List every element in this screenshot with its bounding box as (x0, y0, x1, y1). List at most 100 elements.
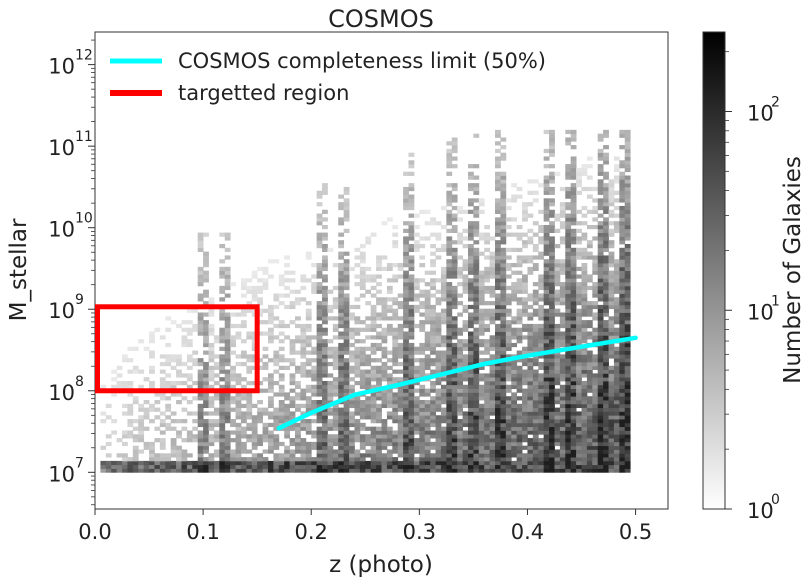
targetted-region-rect (95, 304, 260, 394)
heatmap-cell (149, 464, 155, 469)
heatmap-cell (165, 396, 172, 401)
heatmap-cell (500, 460, 507, 466)
heatmap-cell (478, 457, 485, 462)
heatmap-cell (370, 278, 377, 283)
heatmap-cell (251, 285, 258, 291)
heatmap-cell (603, 221, 609, 226)
heatmap-cell (489, 365, 496, 370)
heatmap-cell (251, 403, 258, 409)
heatmap-cell (500, 453, 507, 458)
heatmap-cell (251, 464, 258, 469)
heatmap-cell (451, 460, 458, 466)
heatmap-cell (565, 129, 572, 135)
heatmap-cell (570, 430, 577, 435)
heatmap-cell (224, 255, 231, 260)
heatmap-cell (386, 449, 393, 454)
heatmap-cell (322, 457, 328, 462)
heatmap-cell (289, 339, 296, 344)
heatmap-cell (143, 415, 150, 420)
heatmap-cell (576, 312, 582, 317)
heatmap-cell (527, 400, 534, 405)
heatmap-cell (392, 438, 399, 443)
heatmap-cell (213, 335, 220, 340)
heatmap-cell (478, 327, 485, 332)
heatmap-cell (522, 373, 528, 378)
heatmap-cell (332, 380, 339, 386)
heatmap-cell (613, 453, 620, 458)
heatmap-cell (419, 464, 426, 469)
heatmap-cell (376, 289, 382, 294)
heatmap-cell (403, 411, 409, 416)
heatmap-cell (473, 419, 480, 424)
heatmap-cell (516, 460, 523, 466)
heatmap-cell (500, 217, 507, 222)
heatmap-cell (413, 350, 420, 355)
heatmap-cell (343, 388, 350, 393)
heatmap-cell (132, 434, 139, 439)
heatmap-cell (467, 457, 474, 462)
heatmap-cell (473, 380, 480, 386)
heatmap-cell (549, 403, 555, 409)
heatmap-cell (516, 441, 523, 447)
heatmap-cell (343, 453, 350, 458)
heatmap-cell (392, 350, 399, 355)
heatmap-cell (240, 384, 247, 389)
heatmap-cell (554, 259, 561, 264)
heatmap-cell (527, 259, 534, 264)
heatmap-cell (413, 464, 420, 469)
heatmap-cell (446, 251, 453, 256)
heatmap-cell (424, 411, 431, 416)
heatmap-cell (397, 342, 404, 348)
heatmap-cell (262, 422, 269, 428)
heatmap-cell (376, 301, 382, 306)
heatmap-cell (592, 198, 599, 203)
heatmap-cell (484, 232, 491, 237)
heatmap-cell (559, 323, 566, 329)
heatmap-cell (495, 426, 501, 431)
heatmap-cell (543, 464, 550, 469)
heatmap-cell (549, 384, 555, 389)
heatmap-cell (576, 445, 582, 450)
heatmap-cell (408, 244, 415, 249)
heatmap-cell (570, 209, 577, 214)
heatmap-cell (484, 460, 491, 466)
heatmap-cell (267, 259, 274, 264)
heatmap-cell (181, 460, 188, 466)
heatmap-cell (532, 434, 539, 439)
heatmap-cell (311, 350, 318, 355)
heatmap-cell (300, 411, 307, 416)
heatmap-cell (603, 228, 609, 233)
heatmap-cell (592, 217, 599, 222)
heatmap-cell (613, 331, 620, 336)
heatmap-cell (403, 400, 409, 405)
heatmap-cell (484, 380, 491, 386)
heatmap-cell (619, 464, 626, 469)
heatmap-cell (354, 365, 361, 370)
heatmap-cell (576, 289, 582, 294)
heatmap-cell (467, 320, 474, 325)
heatmap-cell (440, 426, 447, 431)
heatmap-cell (338, 407, 345, 412)
heatmap-cell (467, 453, 474, 458)
heatmap-cell (489, 251, 496, 256)
heatmap-cell (473, 205, 480, 211)
heatmap-cell (570, 426, 577, 431)
heatmap-cell (613, 346, 620, 351)
heatmap-cell (354, 419, 361, 424)
heatmap-cell (343, 217, 350, 222)
heatmap-cell (549, 209, 555, 214)
heatmap-cell (424, 236, 431, 241)
heatmap-cell (262, 278, 269, 283)
heatmap-cell (430, 342, 436, 348)
heatmap-cell (408, 384, 415, 389)
heatmap-cell (424, 335, 431, 340)
heatmap-cell (311, 369, 318, 374)
heatmap-cell (511, 365, 518, 370)
heatmap-cell (619, 365, 626, 370)
heatmap-cell (473, 354, 480, 359)
heatmap-cell (322, 209, 328, 214)
heatmap-cell (116, 464, 123, 469)
heatmap-cell (554, 422, 561, 428)
heatmap-cell (257, 358, 263, 363)
heatmap-cell (338, 468, 345, 473)
